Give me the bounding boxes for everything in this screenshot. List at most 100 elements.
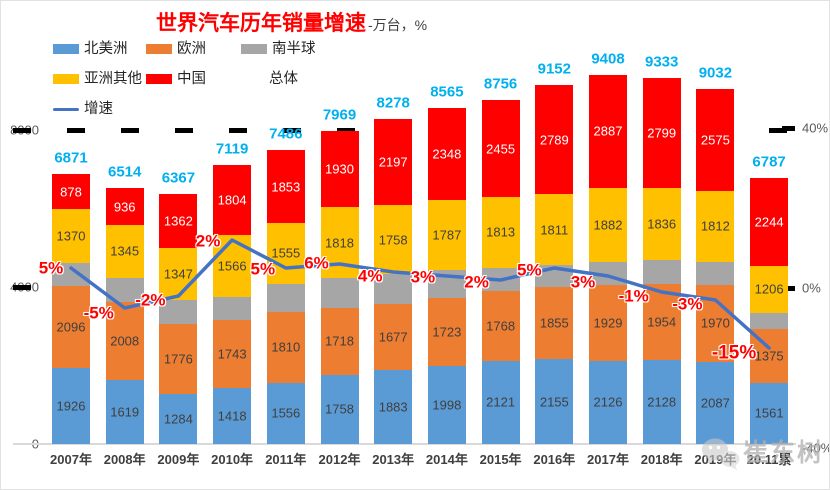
x-axis-label-2017年: 2017年	[587, 452, 629, 467]
bar-segment-label: 1812	[700, 218, 730, 234]
growth-rate-label: 3%	[410, 267, 436, 287]
bar-segment-label: 1804	[217, 192, 247, 208]
bar-segment-label: 1768	[486, 318, 516, 334]
bar-segment-label: 1758	[325, 401, 354, 417]
bar-segment-label: 2799	[647, 125, 677, 141]
bar-segment-北美洲	[320, 374, 359, 444]
legend-item-中国: 中国	[146, 71, 206, 87]
bar-segment-label: 1561	[754, 405, 784, 421]
legend-line-swatch	[53, 107, 79, 111]
bar-segment-label: 2126	[593, 394, 623, 410]
x-axis-line	[13, 443, 796, 445]
bar-segment-label: 2348	[432, 146, 462, 162]
bar-segment-南半球	[642, 259, 681, 284]
bar-segment-label: 1758	[378, 232, 408, 248]
bar-segment-北美洲	[266, 382, 305, 444]
growth-rate-label: -1%	[618, 286, 649, 306]
bar-segment-label: 1787	[432, 227, 462, 243]
x-axis-label-2011年: 2011年	[265, 452, 307, 467]
bar-segment-label: 1836	[647, 216, 677, 232]
total-label: 9408	[591, 50, 625, 68]
growth-rate-label: 4%	[357, 266, 383, 286]
total-label: 8565	[430, 83, 464, 101]
legend-item-欧洲: 欧洲	[146, 41, 206, 57]
total-label: 7969	[322, 106, 357, 124]
bar-segment-label: 1375	[754, 348, 784, 364]
total-label: 6787	[752, 153, 786, 171]
total-label: 9152	[537, 60, 571, 78]
bar-segment-label: 1882	[593, 217, 623, 233]
legend-item-增速: 增速	[53, 101, 113, 117]
growth-rate-label: -2%	[135, 290, 166, 310]
bar-segment-label: 2121	[486, 394, 516, 410]
bar-segment-南半球	[213, 296, 252, 320]
bar-segment-label: 1811	[540, 222, 569, 238]
x-axis-label-2014年: 2014年	[425, 452, 468, 467]
bar-segment-中国	[374, 119, 413, 206]
bar-segment-label: 936	[113, 199, 136, 215]
bar-segment-中国	[213, 164, 252, 236]
bar-segment-label: 1813	[486, 224, 516, 240]
bar-segment-label: 1677	[378, 329, 408, 345]
bar-segment-北美洲	[159, 393, 198, 444]
x-axis-label-2010年: 2010年	[211, 452, 254, 467]
total-label: 8278	[376, 94, 410, 112]
legend-swatch	[241, 44, 267, 54]
bar-segment-中国	[696, 89, 735, 191]
bar-segment-label: 1810	[271, 339, 301, 355]
bar-segment-中国	[320, 131, 359, 207]
bar-segment-南半球	[696, 261, 735, 285]
growth-rate-label: 5%	[250, 259, 276, 279]
legend-swatch	[146, 74, 172, 84]
bar-segment-中国	[642, 77, 681, 188]
legend-label: 总体	[269, 70, 298, 87]
growth-rate-label: 3%	[570, 272, 596, 292]
bar-segment-北美洲	[52, 368, 90, 444]
growth-rate-label: 5%	[517, 260, 542, 280]
bar-segment-label: 1345	[110, 243, 140, 259]
bar-segment-label: 2887	[593, 123, 623, 139]
bar-segment-南半球	[320, 278, 359, 308]
total-label: 7119	[215, 140, 249, 158]
bar-segment-label: 1718	[325, 333, 354, 349]
bar-segment-中国	[427, 107, 466, 200]
legend-label: 增速	[84, 100, 113, 117]
bar-segment-中国	[535, 84, 574, 195]
bar-segment-label: 1998	[432, 397, 462, 413]
chart-title: 世界汽车历年销量增速 -万台，%	[156, 7, 427, 37]
x-axis-label-2009年: 2009年	[157, 452, 200, 467]
x-axis-label-20.11累: 20.11累	[746, 452, 792, 467]
bar-segment-label: 1970	[700, 315, 730, 331]
bar-segment-中国	[266, 150, 305, 223]
x-axis-label-2013年: 2013年	[372, 452, 415, 467]
total-label: 7486	[269, 125, 303, 143]
bar-segment-北美洲	[642, 360, 681, 444]
bar-segment-北美洲	[589, 360, 627, 444]
legend-item-北美洲: 北美洲	[53, 41, 128, 57]
wechat-icon	[702, 438, 740, 470]
legend-label: 欧洲	[177, 40, 206, 57]
bar-segment-中国	[52, 174, 90, 209]
bar-segment-label: 2155	[539, 394, 569, 410]
bar-segment-label: 1619	[110, 404, 140, 420]
bar-segment-label: 1566	[217, 258, 247, 274]
bar-segment-label: 1855	[539, 315, 569, 331]
growth-rate-label: 6%	[304, 253, 329, 273]
total-label: 9032	[698, 64, 733, 82]
y-axis-tick-right	[782, 125, 795, 131]
bar-segment-label: 1926	[56, 398, 86, 414]
bar-segment-label: 1347	[163, 266, 193, 282]
legend-item-总体: 总体	[269, 71, 298, 87]
bar-segment-北美洲	[750, 382, 789, 444]
chart-title-text: 世界汽车历年销量增速	[156, 12, 366, 35]
growth-rate-label: -15%	[711, 342, 757, 364]
x-axis-label-2012年: 2012年	[318, 452, 361, 467]
x-axis-label-2016年: 2016年	[533, 452, 576, 467]
x-axis-label-2015年: 2015年	[479, 452, 522, 467]
y-axis-tick-right	[782, 285, 795, 291]
bar-segment-label: 1418	[217, 408, 247, 424]
bar-segment-label: 878	[60, 184, 82, 200]
bar-segment-label: 1954	[647, 314, 677, 330]
y-axis-label-right-0%: 0%	[802, 280, 821, 296]
